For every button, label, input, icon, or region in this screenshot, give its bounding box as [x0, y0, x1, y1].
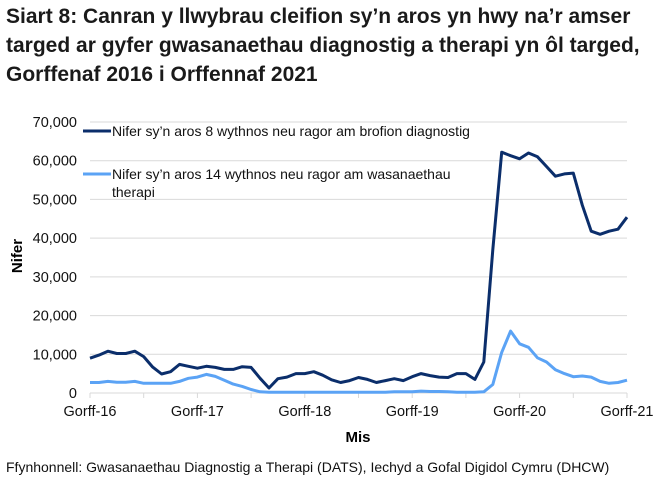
- legend-label-therapy: Nifer sy’n aros 14 wythnos neu ragor am …: [112, 166, 451, 182]
- series-line-diagnostic: [89, 150, 629, 390]
- y-tick-label: 60,000: [33, 154, 77, 170]
- y-tick-label: 50,000: [33, 192, 77, 208]
- legend-label-diagnostic: Nifer sy’n aros 8 wythnos neu ragor am b…: [112, 123, 470, 139]
- y-axis-title: Nifer: [9, 239, 26, 273]
- y-tick-label: 0: [69, 386, 77, 402]
- y-tick-label: 70,000: [33, 115, 77, 131]
- x-tick-label: Gorff-20: [493, 404, 546, 420]
- x-axis-ticks: Gorff-16 Gorff-17 Gorff-18 Gorff-19 Gorff-20…: [64, 393, 654, 420]
- y-tick-label: 10,000: [33, 347, 77, 363]
- source-note: Ffynhonnell: Gwasanaethau Diagnostig a T…: [6, 459, 610, 475]
- gridlines: [90, 121, 627, 355]
- chart-title: Siart 8: Canran y llwybrau cleifion sy’n…: [6, 5, 640, 86]
- x-tick-label: Gorff-16: [64, 404, 117, 420]
- x-tick-label: Gorff-21: [601, 404, 654, 420]
- y-tick-label: 30,000: [33, 270, 77, 286]
- x-axis-title: Mis: [345, 429, 370, 446]
- x-tick-label: Gorff-19: [386, 404, 439, 420]
- y-tick-label: 40,000: [33, 231, 77, 247]
- x-tick-label: Gorff-18: [278, 404, 331, 420]
- y-tick-label: 20,000: [33, 309, 77, 325]
- legend-label-therapy-line2: therapi: [112, 184, 155, 200]
- line-chart: 0 10,000 20,000 30,000 40,000 50,000 60,000 70,…: [9, 115, 654, 446]
- x-tick-label: Gorff-17: [171, 404, 224, 420]
- y-axis-ticks: 0 10,000 20,000 30,000 40,000 50,000 60,000 70,…: [33, 115, 77, 402]
- series-line-therapy: [90, 329, 628, 394]
- legend: Nifer sy’n aros 8 wythnos neu ragor am b…: [83, 123, 470, 200]
